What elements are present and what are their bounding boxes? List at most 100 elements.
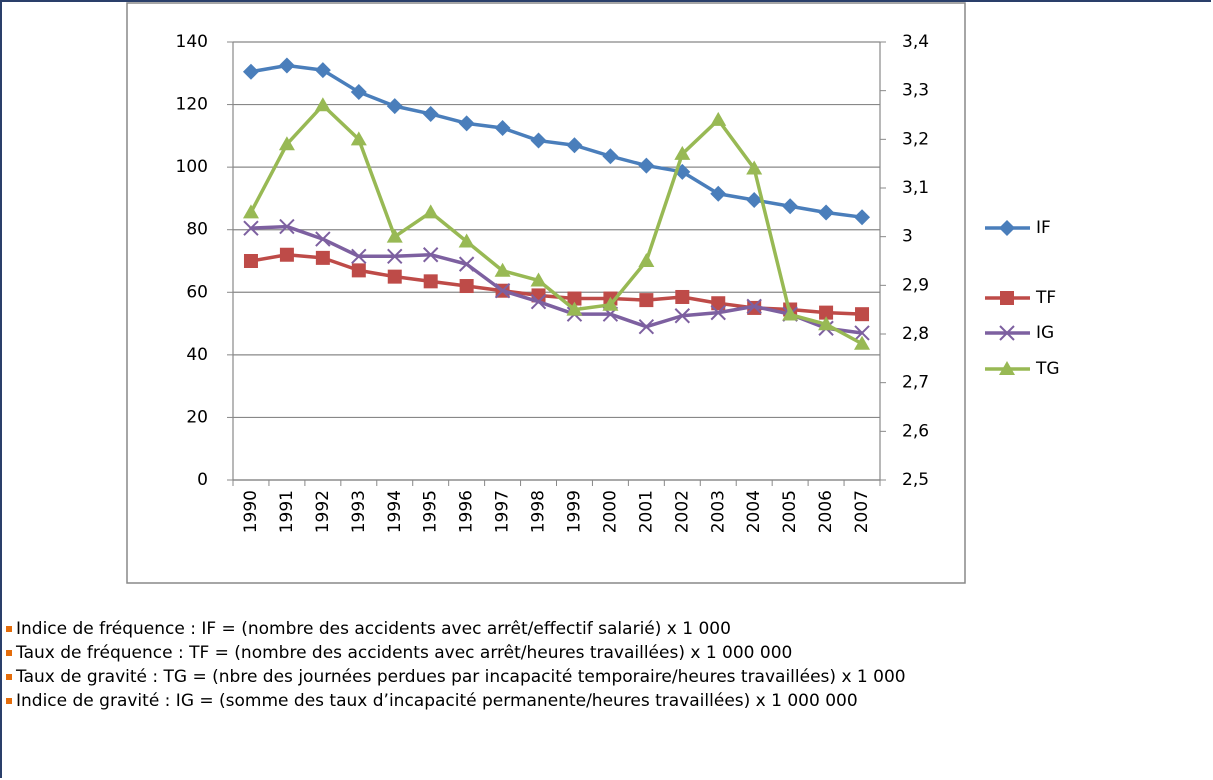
x-tick-label: 2003 (708, 490, 728, 533)
marker (351, 248, 367, 265)
note-text: Indice de fréquence : IF = (nombre des a… (16, 619, 731, 639)
bullet (6, 626, 12, 632)
y2-tick-label: 2,6 (902, 421, 929, 441)
x-tick-label: 1998 (529, 490, 549, 533)
marker (386, 98, 403, 115)
note: Indice de fréquence : IF = (nombre des a… (6, 617, 1101, 641)
marker (819, 305, 834, 320)
marker (243, 254, 258, 268)
marker (567, 291, 582, 306)
marker (855, 307, 870, 322)
marker (278, 136, 295, 151)
marker (422, 204, 439, 219)
marker (350, 131, 367, 146)
chart: 0 20 40 60 80 100 120 140 2,5 2,6 2,7 2,8 2,9 3 3,1 3,2… (126, 2, 1060, 584)
note-text: Indice de gravité : IG = (somme des taux… (16, 691, 858, 711)
marker (746, 191, 763, 208)
marker (782, 306, 799, 321)
marker (854, 209, 871, 226)
bullet (6, 674, 12, 680)
marker (422, 247, 439, 263)
marker (711, 296, 726, 311)
marker (422, 105, 439, 122)
marker (314, 62, 331, 79)
y-tick-label: 0 (197, 470, 208, 490)
marker (242, 204, 259, 219)
bullet (6, 650, 12, 656)
marker (854, 335, 871, 350)
y2-tick-label: 2,7 (902, 373, 929, 393)
note: Taux de fréquence : TF = (nombre des acc… (6, 641, 1101, 665)
series-line (250, 224, 863, 335)
y2-tick-label: 3,4 (902, 32, 929, 52)
marker (818, 204, 835, 221)
x-tick-label: 1994 (385, 490, 405, 533)
series-line (249, 103, 863, 346)
x-tick-label: 1991 (277, 490, 297, 533)
legend-label: IG (1036, 323, 1054, 343)
x-tick-label: 2006 (816, 490, 836, 533)
marker (639, 293, 654, 308)
marker (1000, 291, 1014, 305)
y-tick-label: 100 (176, 157, 208, 177)
note: Indice de gravité : IG = (somme des taux… (6, 689, 1101, 713)
y-tick-label: 20 (186, 407, 208, 427)
chart-border (126, 2, 966, 584)
marker (458, 233, 475, 248)
note: Taux de gravité : TG = (nbre des journée… (6, 665, 1101, 689)
marker (674, 308, 691, 324)
y2-tick-label: 3,2 (902, 129, 929, 149)
y-tick-label: 120 (176, 95, 208, 115)
x-tick-label: 2001 (636, 490, 656, 533)
marker (999, 361, 1015, 375)
marker (279, 218, 295, 235)
y-tick-label: 140 (176, 32, 208, 52)
legend-label: TG (1035, 359, 1060, 379)
x-tick-label: 2007 (852, 490, 872, 533)
marker (458, 256, 475, 272)
marker (530, 132, 547, 149)
x-tick-label: 2005 (780, 490, 800, 533)
marker (530, 272, 547, 287)
x-tick-label: 1995 (421, 490, 441, 533)
marker (710, 185, 727, 202)
note-text: Taux de gravité : TG = (nbre des journée… (16, 667, 906, 687)
marker (423, 274, 438, 289)
notes: Indice de fréquence : IF = (nombre des a… (6, 617, 1101, 713)
marker (566, 301, 583, 316)
legend-label: IF (1036, 218, 1051, 238)
y2-tick-label: 2,8 (902, 324, 929, 344)
marker (746, 298, 762, 315)
marker (675, 289, 690, 304)
marker (279, 247, 294, 262)
marker (710, 304, 726, 321)
marker (782, 198, 799, 215)
marker (494, 262, 511, 277)
x-tick-label: 1993 (349, 490, 369, 533)
y-tick-label: 80 (186, 220, 208, 240)
marker (999, 220, 1015, 236)
y-tick-label: 60 (186, 282, 208, 302)
x-tick-label: 1992 (313, 490, 333, 533)
marker (638, 157, 655, 174)
marker (494, 283, 511, 299)
marker (602, 296, 619, 311)
y2-tick-label: 3 (902, 227, 913, 247)
marker (999, 325, 1015, 341)
marker (243, 220, 259, 236)
x-tick-label: 1996 (457, 490, 477, 533)
note-text: Taux de fréquence : TF = (nombre des acc… (16, 643, 793, 663)
marker (350, 84, 367, 101)
marker (387, 248, 403, 265)
marker (854, 325, 870, 341)
marker (351, 263, 366, 278)
x-tick-label: 2004 (744, 490, 764, 533)
marker (602, 148, 619, 165)
x-tick-label: 2000 (600, 490, 620, 533)
x-tick-label: 1999 (564, 490, 584, 533)
marker (818, 316, 835, 331)
marker (530, 293, 547, 310)
legend-label: TF (1035, 288, 1056, 308)
marker (386, 228, 403, 243)
